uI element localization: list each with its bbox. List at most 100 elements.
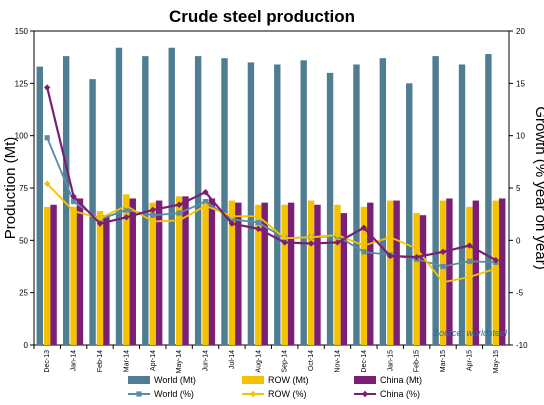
bar-row-mt-10 xyxy=(307,200,315,345)
bar-row-mt-12 xyxy=(360,206,368,345)
bar-world-mt-8 xyxy=(247,62,255,346)
point-world-6 xyxy=(202,199,209,205)
point-row-5 xyxy=(175,217,183,224)
y-axis-ticks: 0 25 50 75 100 125 150 xyxy=(15,27,34,350)
x-tick-label-6: Jun-14 xyxy=(203,350,210,372)
bar-china-mt-14 xyxy=(419,215,427,345)
legend-marker-china xyxy=(361,390,369,398)
legend-marker-world xyxy=(136,391,142,397)
y2-axis-ticks: -10 -5 0 5 10 15 20 xyxy=(509,27,528,350)
point-china-0 xyxy=(43,84,51,91)
bar-world-mt-16 xyxy=(458,64,466,346)
point-row-11 xyxy=(334,231,341,239)
x-tick-label-8: Aug-14 xyxy=(255,350,262,373)
bar-row-mt-0 xyxy=(43,206,51,345)
x-tick-label-1: Jan-14 xyxy=(71,350,78,372)
point-world-1 xyxy=(70,199,77,205)
bar-world-mt-9 xyxy=(274,64,281,346)
point-china-7 xyxy=(228,220,236,227)
point-row-0 xyxy=(43,180,51,188)
line-row xyxy=(46,183,497,284)
plot-area xyxy=(33,30,510,346)
x-tick-label-4: Apr-14 xyxy=(150,350,157,371)
point-china-1 xyxy=(70,193,77,200)
point-world-15 xyxy=(440,263,446,270)
x-tick-label-9: Sep-14 xyxy=(282,350,289,373)
point-world-16 xyxy=(466,258,473,264)
bar-row-mt-14 xyxy=(413,213,420,345)
bar-row-mt-2 xyxy=(96,211,104,345)
bar-china-mt-7 xyxy=(235,202,242,345)
legend-swatch-row-mt xyxy=(242,376,264,384)
bar-row-mt-4 xyxy=(149,202,156,345)
y-tick-label-3: 75 xyxy=(19,184,28,193)
line-china xyxy=(46,87,497,262)
bar-china-mt-4 xyxy=(155,200,163,345)
y2-tick-label-0: -10 xyxy=(516,341,528,350)
point-china-17 xyxy=(492,257,500,264)
bar-world-mt-4 xyxy=(142,56,149,346)
point-row-2 xyxy=(96,215,104,222)
bar-row-mt-1 xyxy=(70,206,77,345)
bar-china-mt-8 xyxy=(261,202,268,345)
legend-marker-row xyxy=(249,390,257,398)
bar-world-mt-17 xyxy=(485,54,492,345)
x-tick-label-11: Nov-14 xyxy=(334,350,341,373)
x-tick-label-7: Jul-14 xyxy=(229,350,236,369)
bar-world-mt-0 xyxy=(36,66,43,345)
bar-row-mt-11 xyxy=(334,204,341,345)
bar-china-mt-9 xyxy=(287,202,295,345)
x-axis-ticks: Dec-13 Jan-14 Feb-14 Mar-14 Apr-14 May-14 Jun-… xyxy=(33,345,500,373)
legend: World (Mt) ROW (Mt) China (Mt) World (%) ROW… xyxy=(128,375,422,399)
bar-china-mt-5 xyxy=(182,196,189,345)
legend-label-world: World (%) xyxy=(154,389,194,399)
x-tick-label-16: Apr-15 xyxy=(466,350,473,371)
point-row-9 xyxy=(281,235,288,242)
bar-world-mt-1 xyxy=(62,56,70,346)
point-row-17 xyxy=(492,265,500,272)
point-row-4 xyxy=(149,218,156,225)
bar-china-mt-0 xyxy=(50,204,57,345)
x-tick-label-0: Dec-13 xyxy=(44,350,51,373)
point-row-8 xyxy=(255,213,262,220)
bar-row-mt-13 xyxy=(387,200,394,345)
point-world-3 xyxy=(123,207,129,213)
y2-tick-label-6: 20 xyxy=(516,27,525,36)
bar-world-mt-10 xyxy=(300,60,307,346)
point-china-16 xyxy=(466,242,473,249)
bar-china-mt-3 xyxy=(129,198,136,345)
legend-label-china: China (%) xyxy=(380,389,420,399)
bar-world-mt-6 xyxy=(194,56,202,346)
y2-tick-label-5: 15 xyxy=(516,79,525,88)
point-china-3 xyxy=(123,214,130,221)
point-row-12 xyxy=(360,242,368,249)
point-row-3 xyxy=(123,202,130,209)
y-axis-label: Production (Mt) xyxy=(2,137,19,240)
bar-row-mt-17 xyxy=(492,200,500,345)
bar-row-mt-8 xyxy=(255,204,262,345)
legend-swatch-world-mt xyxy=(128,376,150,384)
point-china-5 xyxy=(175,201,183,208)
chart-title: Crude steel production xyxy=(169,7,355,26)
bar-china-mt-16 xyxy=(472,200,480,345)
bar-china-mt-15 xyxy=(446,198,453,345)
point-china-12 xyxy=(360,224,368,231)
point-row-7 xyxy=(228,213,236,220)
bar-china-mt-10 xyxy=(314,204,321,345)
point-row-6 xyxy=(202,202,209,209)
x-tick-label-10: Oct-14 xyxy=(308,350,315,371)
y-tick-label-4: 100 xyxy=(15,132,29,141)
legend-label-row-mt: ROW (Mt) xyxy=(268,375,309,385)
point-china-6 xyxy=(202,188,209,196)
y2-tick-label-2: 0 xyxy=(516,236,521,245)
y2-axis-label: Growth (% year on year) xyxy=(532,106,544,269)
bar-world-mt-14 xyxy=(406,83,413,345)
point-row-15 xyxy=(439,279,447,286)
point-china-8 xyxy=(255,225,262,233)
x-tick-label-5: May-14 xyxy=(176,350,183,373)
bar-china-mt-2 xyxy=(103,215,110,345)
point-row-14 xyxy=(413,245,420,252)
point-world-5 xyxy=(176,210,182,216)
point-china-2 xyxy=(96,220,104,227)
